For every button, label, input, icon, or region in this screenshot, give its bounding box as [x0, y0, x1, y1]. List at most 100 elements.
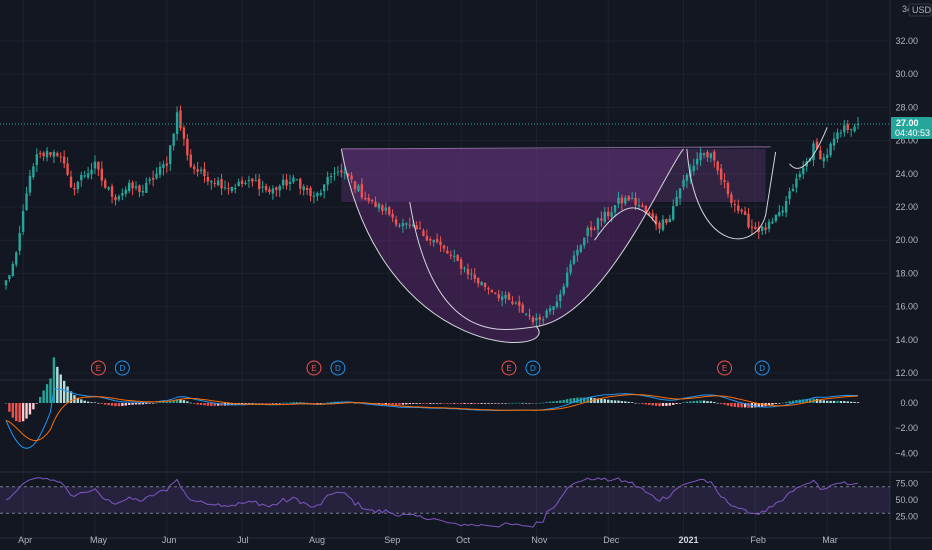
candle	[69, 170, 73, 189]
cup-and-handle-pattern[interactable]	[341, 148, 766, 343]
macd-histogram-bar	[600, 398, 603, 403]
candle	[192, 163, 196, 175]
macd-histogram-bar	[292, 402, 295, 403]
candle	[497, 289, 500, 302]
rsi-tick-label: 50.00	[895, 495, 918, 505]
price-tick-label: 16.00	[895, 302, 918, 312]
candle	[542, 316, 545, 325]
candle	[603, 207, 606, 224]
candle	[778, 204, 781, 218]
candle	[754, 222, 757, 230]
candle	[11, 261, 15, 277]
candle	[453, 249, 456, 263]
candle	[692, 158, 695, 176]
macd-histogram-bar	[206, 403, 210, 406]
candle	[781, 205, 784, 217]
price-axis-top-label: 34	[902, 4, 912, 14]
time-axis[interactable]: Apr May Jun Jul Aug Sep Oct Nov Dec 2021 Feb Mar	[18, 535, 838, 545]
macd-histogram-bar	[258, 403, 261, 404]
candle	[49, 152, 52, 158]
price-axis[interactable]: 34 USD 12.00 14.00 16.00 18.00 20.00 22.00 24.…	[895, 3, 932, 378]
candle	[124, 186, 127, 198]
candle	[473, 267, 476, 283]
macd-histogram-bar	[802, 399, 805, 403]
macd-histogram-bar	[435, 403, 439, 404]
dividend-event-marker[interactable]: D	[114, 360, 130, 376]
macd-histogram-bar	[689, 401, 692, 403]
macd-histogram-bar	[819, 399, 822, 403]
dividend-event-marker[interactable]: D	[330, 360, 346, 376]
candle	[511, 296, 514, 306]
candle	[223, 180, 227, 191]
candle	[227, 182, 230, 195]
macd-histogram-bar	[192, 403, 196, 404]
macd-histogram-bar	[316, 403, 319, 404]
macd-histogram-bar	[186, 401, 189, 403]
candle	[853, 123, 856, 133]
macd-histogram-bar	[285, 402, 288, 404]
macd-histogram-bar	[432, 403, 435, 404]
candle	[630, 192, 634, 200]
candle	[299, 177, 302, 195]
candle	[42, 151, 45, 161]
candle	[62, 150, 66, 169]
macd-histogram-bar	[175, 399, 179, 403]
macd-histogram-bar	[740, 403, 743, 408]
macd-histogram-bar	[384, 403, 388, 405]
macd-histogram-bar	[774, 403, 778, 404]
candle	[97, 161, 100, 176]
earnings-event-marker[interactable]: E	[306, 360, 322, 376]
rsi-pane: 75.00 50.00 25.00	[0, 477, 918, 528]
candle	[740, 208, 743, 215]
candle	[849, 128, 853, 137]
candle	[203, 162, 206, 183]
bar-countdown-label: 04:40:53	[895, 128, 930, 138]
candle	[364, 191, 367, 201]
candle	[750, 219, 754, 235]
candle	[593, 226, 596, 231]
candle	[846, 120, 849, 134]
macd-histogram-bar	[514, 402, 518, 404]
macd-histogram-bar	[32, 403, 35, 410]
macd-histogram-bar	[826, 400, 829, 403]
candle	[391, 209, 394, 223]
candle	[104, 178, 107, 189]
candle	[127, 179, 131, 194]
currency-label: USD	[912, 5, 932, 15]
macd-histogram-bar	[35, 403, 38, 404]
candle	[370, 198, 374, 204]
macd-histogram-bar	[216, 403, 220, 406]
cup-rim-band	[341, 148, 766, 203]
macd-histogram-bar	[730, 403, 733, 407]
earnings-event-marker[interactable]: E	[717, 360, 733, 376]
earnings-event-marker[interactable]: E	[90, 360, 106, 376]
currency-badge[interactable]	[908, 3, 932, 17]
candle	[819, 145, 822, 160]
macd-histogram-bar	[518, 402, 521, 404]
macd-histogram-bar	[90, 402, 93, 403]
macd-histogram-bar	[634, 402, 637, 404]
price-tick-label: 22.00	[895, 202, 918, 212]
price-tick-label: 30.00	[895, 69, 918, 79]
dividend-event-marker[interactable]: D	[525, 360, 541, 376]
macd-histogram-bar	[196, 403, 199, 405]
candle	[569, 259, 572, 276]
cup-pattern-outline	[340, 127, 828, 343]
macd-histogram-bar	[203, 403, 206, 406]
earnings-event-marker[interactable]: E	[501, 360, 517, 376]
candle	[528, 308, 531, 320]
candle	[545, 308, 548, 319]
macd-histogram-bar	[524, 402, 528, 404]
macd-histogram-bar	[275, 403, 278, 404]
cup-fill[interactable]	[341, 148, 684, 343]
candle	[476, 277, 480, 288]
time-tick-label: Oct	[456, 535, 471, 545]
macd-histogram-bar	[18, 403, 21, 423]
candle	[340, 163, 343, 178]
macd-histogram-bar	[261, 403, 264, 404]
candle	[346, 173, 350, 177]
candle	[442, 244, 446, 253]
macd-histogram-bar	[148, 403, 151, 404]
dividend-event-marker[interactable]: D	[754, 360, 770, 376]
